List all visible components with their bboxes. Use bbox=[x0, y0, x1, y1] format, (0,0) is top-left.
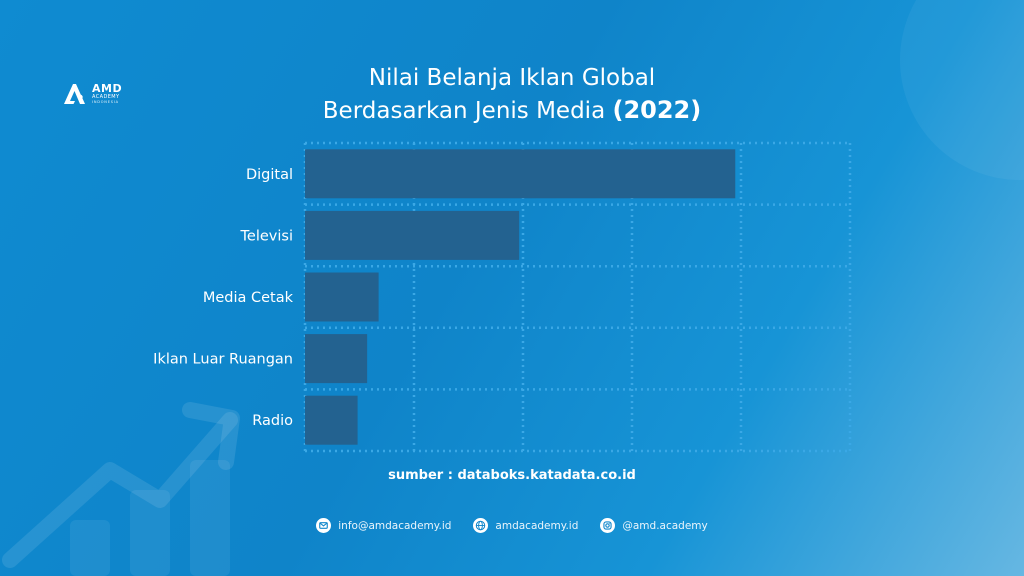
bar-digital bbox=[305, 149, 736, 199]
contact-website-text: amdacademy.id bbox=[495, 519, 579, 532]
contact-instagram-text: @amd.academy bbox=[622, 519, 708, 532]
chart-title-text: Berdasarkan Jenis Media bbox=[322, 98, 606, 124]
email-icon bbox=[316, 518, 332, 533]
contact-email[interactable]: info@amdacademy.id bbox=[316, 518, 451, 533]
decor-bars bbox=[70, 460, 230, 576]
globe-icon bbox=[473, 518, 489, 533]
category-label: Iklan Luar Ruangan bbox=[153, 352, 293, 368]
contact-email-text: info@amdacademy.id bbox=[338, 519, 452, 532]
bar-media-cetak bbox=[305, 272, 379, 322]
category-label: Radio bbox=[252, 413, 293, 429]
logo-sub: ACADEMY bbox=[92, 94, 120, 101]
bar-iklan-luar-ruangan bbox=[305, 334, 368, 384]
chart-title-year: (2022) bbox=[612, 96, 702, 124]
logo-text: AMD ACADEMY INDONESIA bbox=[92, 83, 122, 105]
category-label: Televisi bbox=[240, 228, 293, 244]
logo-mark bbox=[64, 84, 85, 104]
chart-title-line2: Berdasarkan Jenis Media (2022) bbox=[262, 94, 762, 127]
contact-website[interactable]: amdacademy.id bbox=[473, 518, 578, 533]
chart-grid bbox=[303, 141, 852, 453]
chart-title: Nilai Belanja Iklan Global Berdasarkan J… bbox=[262, 62, 762, 127]
brand-logo: AMD ACADEMY INDONESIA bbox=[62, 82, 122, 106]
category-label: Media Cetak bbox=[203, 290, 294, 306]
chart-bars bbox=[305, 149, 736, 445]
category-label: Digital bbox=[246, 167, 293, 183]
source-note: sumber : databoks.katadata.co.id bbox=[388, 468, 636, 483]
chart-category-labels: Digital Televisi Media Cetak Iklan Luar Rua… bbox=[153, 167, 293, 429]
logo-name: AMD bbox=[92, 82, 123, 96]
instagram-icon bbox=[600, 518, 616, 533]
growth-arrow-icon bbox=[2, 402, 240, 568]
contact-instagram[interactable]: @amd.academy bbox=[600, 518, 708, 533]
bar-radio bbox=[305, 395, 358, 445]
bar-televisi bbox=[305, 210, 520, 260]
logo-sub2: INDONESIA bbox=[92, 100, 119, 105]
chart-title-line1: Nilai Belanja Iklan Global bbox=[368, 65, 656, 91]
contact-bar: info@amdacademy.id amdacademy.id @amd.ac… bbox=[0, 518, 1024, 533]
